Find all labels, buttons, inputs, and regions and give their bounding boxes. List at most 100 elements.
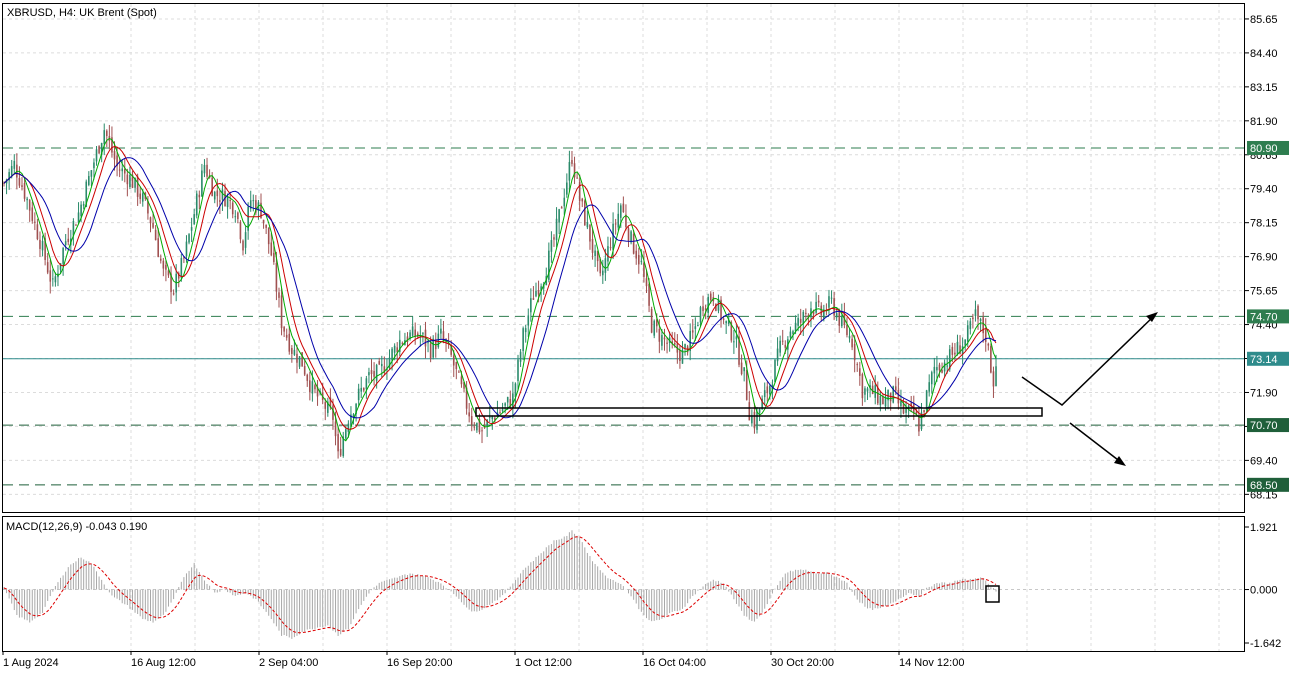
candle-body: [566, 182, 568, 195]
candle-body: [54, 276, 57, 283]
candle-body: [339, 448, 342, 456]
candle-body: [702, 306, 704, 312]
candle-body: [342, 436, 345, 456]
candle-body: [697, 325, 699, 327]
candle-body: [244, 232, 247, 248]
candle-body: [262, 219, 265, 224]
candle-body: [365, 378, 368, 390]
candle-body: [979, 319, 982, 321]
candle-body: [977, 305, 979, 320]
candle-body: [841, 315, 843, 327]
candle-body: [234, 216, 237, 218]
candle-body: [596, 250, 599, 262]
candle-body: [969, 321, 972, 330]
candle-body: [776, 348, 779, 362]
price-tag-box: [1247, 140, 1289, 155]
time-tick-label: 16 Oct 04:00: [643, 657, 706, 669]
candle-body: [581, 198, 584, 202]
candle-body: [859, 368, 861, 376]
candle-body: [799, 318, 802, 323]
candle-body: [851, 338, 853, 348]
candle-body: [216, 190, 219, 197]
candle-body: [170, 273, 172, 293]
candle-body: [483, 427, 486, 429]
candle-body: [586, 222, 589, 228]
candle-body: [309, 380, 311, 392]
candle-body: [717, 299, 720, 311]
candle-body: [93, 162, 95, 169]
candle-body: [992, 371, 995, 387]
support-zone-rectangle: [475, 407, 1043, 417]
candle-body: [88, 176, 90, 185]
candle-body: [856, 364, 859, 366]
candle-body: [774, 359, 776, 383]
candle-body: [781, 340, 784, 342]
price-tag-box: [1247, 477, 1289, 492]
macd-signal-line: [3, 536, 997, 634]
candle-body: [316, 387, 319, 397]
candle-body: [332, 405, 334, 420]
candle-body: [928, 382, 930, 392]
candle-body: [848, 335, 851, 339]
candle-body: [34, 221, 36, 223]
candle-body: [375, 365, 378, 381]
macd-signal: [3, 536, 997, 634]
grid: [3, 4, 1244, 651]
candle-body: [154, 229, 157, 241]
candle-body: [671, 341, 673, 344]
candle-body: [123, 168, 126, 174]
candle-body: [900, 401, 902, 407]
candle-body: [648, 283, 650, 306]
candle-body: [589, 224, 591, 242]
candle-body: [72, 220, 75, 236]
candle-body: [835, 313, 838, 318]
moving-averages: [3, 137, 997, 442]
candle-body: [147, 200, 149, 214]
candle-body: [298, 356, 301, 367]
candle-body: [416, 333, 419, 337]
bullish-arrow-head: [1146, 312, 1158, 322]
candle-body: [689, 330, 691, 352]
candle-body: [499, 412, 501, 414]
candle-body: [41, 240, 44, 251]
candle-body: [823, 309, 825, 319]
candle-body: [555, 218, 558, 241]
candle-body: [987, 343, 990, 346]
time-tick-label: 1 Aug 2024: [3, 657, 59, 669]
candle-body: [167, 270, 170, 276]
candle-body: [409, 332, 411, 339]
candle-body: [21, 185, 23, 188]
candle-body: [355, 403, 357, 415]
candle-body: [568, 162, 571, 181]
candle-body: [440, 328, 442, 334]
candle-body: [345, 429, 347, 439]
candle-body: [288, 333, 291, 352]
candle-body: [681, 349, 684, 364]
candle-body: [951, 346, 954, 355]
price-tag-box: [1247, 418, 1289, 433]
candle-body: [948, 349, 951, 370]
candle-body: [242, 240, 244, 251]
candle-body: [159, 258, 162, 261]
candle-body: [918, 417, 920, 432]
candle-body: [347, 423, 350, 432]
candle-body: [509, 399, 512, 408]
macd-axis: 1.921 0.000 -1.642: [1245, 522, 1281, 650]
price-tag-box: [1247, 351, 1289, 366]
candle-body: [95, 149, 98, 162]
candle-body: [658, 328, 661, 342]
candle-body: [488, 416, 491, 418]
candle-body: [149, 217, 152, 224]
candle-body: [422, 333, 424, 335]
candle-body: [936, 367, 938, 371]
candle-body: [396, 347, 399, 353]
candle-body: [296, 353, 298, 363]
price-tick-label: 83.15: [1250, 82, 1278, 94]
candle-body: [830, 297, 833, 299]
candle-body: [666, 342, 668, 344]
candle-body: [406, 336, 409, 342]
candle-body: [8, 172, 10, 181]
candle-body: [504, 403, 506, 406]
candle-body: [941, 370, 943, 373]
candle-body: [550, 240, 553, 252]
